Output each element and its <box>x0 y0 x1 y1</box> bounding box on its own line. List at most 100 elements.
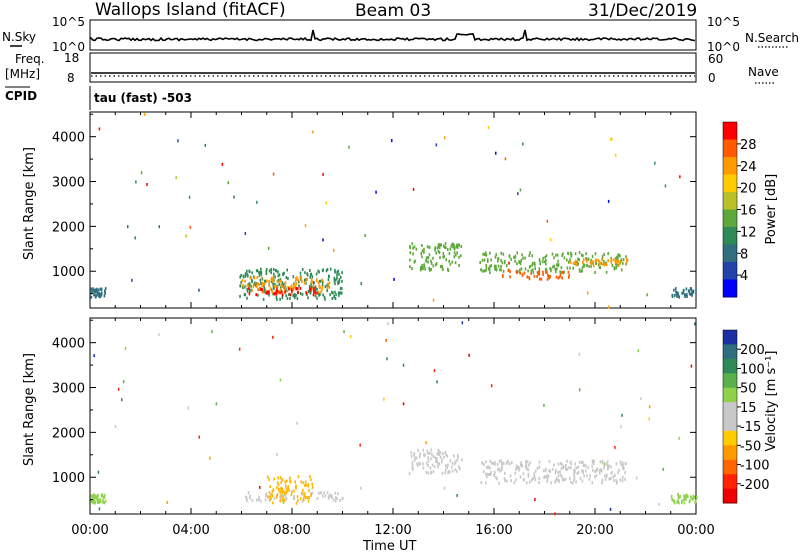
power-echo-cell <box>675 287 677 291</box>
power-echo-cell <box>676 294 678 298</box>
velocity-echo-cell <box>104 499 107 503</box>
power-noise-cell <box>322 172 324 176</box>
power-echo-cell <box>272 275 275 279</box>
power-echo-cell <box>337 291 340 295</box>
power-noise-cell <box>177 139 179 143</box>
power-echo-cell <box>546 270 548 274</box>
power-echo-cell <box>602 262 604 266</box>
velocity-colorbar-segment <box>723 416 737 432</box>
power-echo-cell <box>253 276 256 280</box>
velocity-colorbar-segment <box>723 445 737 461</box>
power-echo-cell <box>281 284 283 288</box>
velocity-colorbar-tick-label: 50 <box>740 382 757 397</box>
velocity-noise-cell <box>387 322 389 325</box>
power-echo-cell <box>99 295 102 299</box>
freq-label: Freq. <box>15 52 45 66</box>
power-echo-cell <box>319 279 322 283</box>
power-echo-cell <box>422 267 424 271</box>
power-echo-cell <box>326 268 329 271</box>
velocity-echo-cell <box>538 460 541 464</box>
velocity-echo-cell <box>585 464 587 468</box>
power-echo-cell <box>673 288 675 292</box>
power-echo-cell <box>534 263 536 267</box>
power-echo-cell <box>520 258 523 262</box>
velocity-echo-cell <box>605 475 608 479</box>
power-noise-cell <box>646 293 648 297</box>
nsearch-tick-bottom: 10^0 <box>707 40 740 54</box>
power-echo-cell <box>427 256 430 260</box>
velocity-echo-cell <box>586 474 588 478</box>
power-echo-cell <box>315 272 318 276</box>
power-echo-cell <box>331 297 334 300</box>
power-echo-cell <box>319 292 321 296</box>
velocity-echo-cell <box>269 497 272 501</box>
power-echo-cell <box>256 276 259 279</box>
velocity-echo-cell <box>573 478 575 482</box>
velocity-echo-cell <box>285 497 288 501</box>
power-echo-cell <box>577 257 579 261</box>
velocity-colorbar-segment <box>723 474 737 490</box>
power-echo-cell <box>301 268 304 271</box>
power-noise-cell <box>256 200 258 204</box>
velocity-noise-cell <box>614 445 616 449</box>
power-echo-cell <box>566 258 568 262</box>
velocity-echo-cell <box>310 493 312 497</box>
velocity-echo-cell <box>306 496 309 500</box>
velocity-echo-cell <box>422 448 425 452</box>
velocity-echo-cell <box>487 465 490 469</box>
power-echo-cell <box>557 276 560 280</box>
power-noise-cell <box>322 238 324 242</box>
power-echo-cell <box>562 271 564 275</box>
power-echo-cell <box>270 271 273 275</box>
power-echo-cell <box>327 278 330 281</box>
power-echo-cell <box>430 261 433 265</box>
power-echo-cell <box>622 261 624 265</box>
velocity-echo-cell <box>311 491 314 495</box>
velocity-echo-cell <box>524 465 527 469</box>
velocity-echo-cell <box>280 487 282 490</box>
power-echo-cell <box>334 282 336 286</box>
velocity-echo-cell <box>573 476 576 480</box>
power-echo-cell <box>553 264 556 268</box>
power-echo-cell <box>536 275 538 278</box>
power-echo-cell <box>301 280 303 284</box>
velocity-echo-cell <box>323 491 325 495</box>
velocity-echo-cell <box>283 498 285 502</box>
power-echo-cell <box>626 258 629 262</box>
power-echo-cell <box>90 287 92 291</box>
velocity-echo-cell <box>268 491 271 495</box>
power-echo-cell <box>563 270 565 274</box>
power-echo-cell <box>451 242 453 246</box>
power-echo-cell <box>687 289 690 293</box>
power-echo-cell <box>545 262 547 266</box>
velocity-echo-cell <box>99 498 101 502</box>
power-echo-cell <box>270 268 272 271</box>
velocity-echo-cell <box>583 463 586 467</box>
power-echo-cell <box>272 278 274 282</box>
power-colorbar-tick-label: 12 <box>740 225 757 240</box>
velocity-echo-cell <box>425 461 428 465</box>
velocity-noise-cell <box>461 321 464 325</box>
power-noise-cell <box>444 136 446 140</box>
power-echo-cell <box>542 270 544 274</box>
velocity-echo-cell <box>529 461 531 465</box>
velocity-echo-cell <box>489 459 492 463</box>
velocity-echo-cell <box>258 496 260 500</box>
power-echo-cell <box>293 283 296 287</box>
power-echo-cell <box>262 286 264 290</box>
velocity-colorbar-segment <box>723 402 737 417</box>
power-echo-cell <box>270 278 272 282</box>
power-echo-cell <box>251 289 253 292</box>
power-echo-cell <box>336 273 338 277</box>
power-echo-cell <box>272 292 274 296</box>
power-echo-cell <box>312 284 315 288</box>
velocity-echo-cell <box>436 452 439 456</box>
velocity-noise-cell <box>276 453 278 456</box>
velocity-echo-cell <box>506 461 509 465</box>
power-echo-cell <box>97 294 100 298</box>
power-echo-cell <box>96 287 98 291</box>
velocity-echo-cell <box>493 470 496 474</box>
power-noise-cell <box>333 248 335 252</box>
power-echo-cell <box>605 263 608 267</box>
velocity-noise-cell <box>658 502 660 506</box>
